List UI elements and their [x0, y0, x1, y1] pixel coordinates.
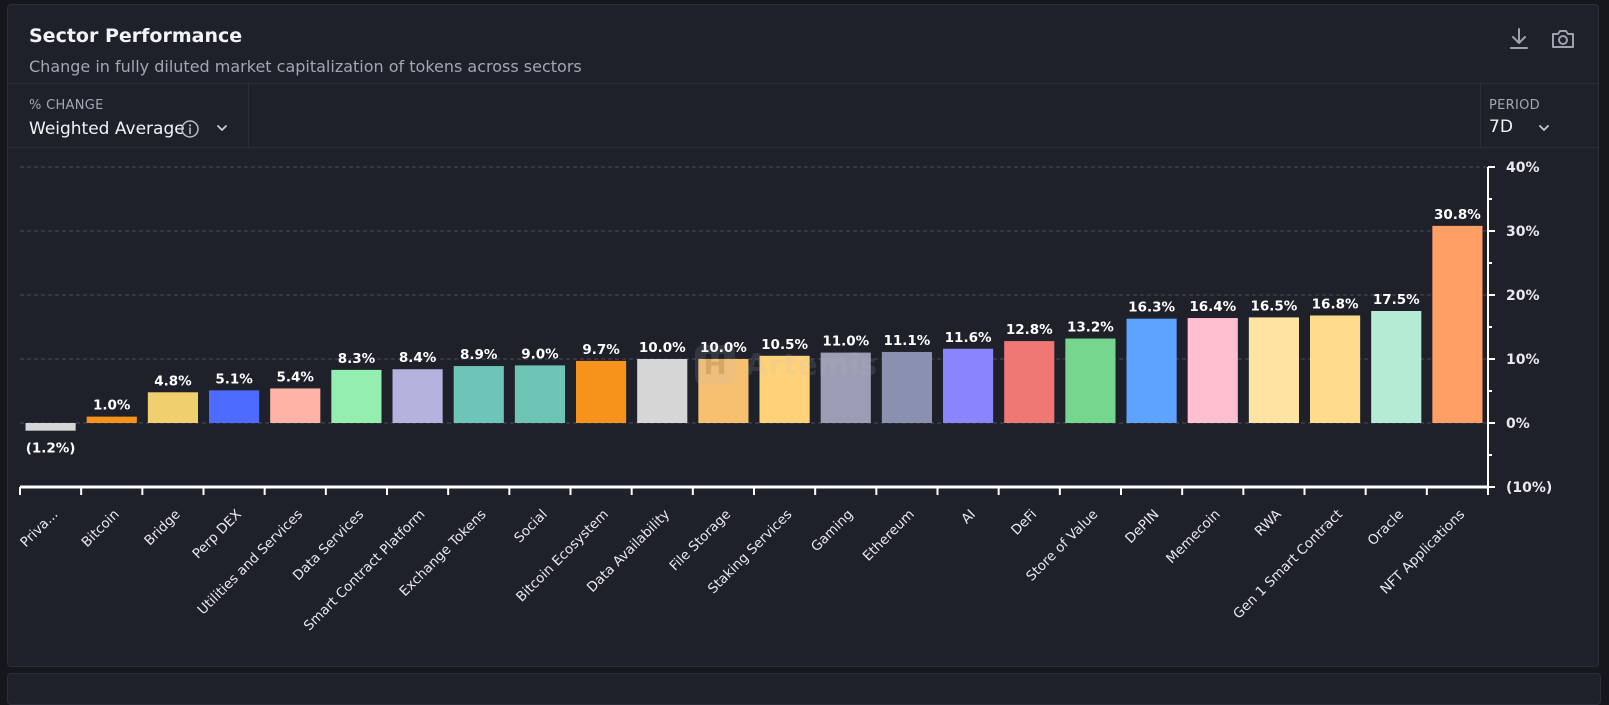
chevron-down-icon [1539, 125, 1549, 131]
period-value: 7D [1489, 117, 1513, 137]
x-tick-label: Bitcoin [79, 507, 123, 551]
bar [1126, 318, 1177, 423]
data-label: 10.0% [700, 340, 747, 356]
bar [1371, 311, 1422, 423]
bar [147, 392, 198, 423]
data-label: 11.0% [822, 334, 869, 350]
y-tick-label: (10%) [1506, 480, 1552, 496]
chevron-down-icon [217, 125, 227, 131]
data-label: 12.8% [1006, 322, 1053, 338]
y-tick-label: 0% [1506, 416, 1530, 432]
metric-value: Weighted Average [29, 119, 185, 139]
x-tick-label: Memecoin [1163, 507, 1223, 567]
bar [270, 388, 321, 423]
data-label: 4.8% [154, 373, 192, 389]
metric-label: % CHANGE [29, 98, 104, 113]
bar [759, 355, 810, 423]
data-label: 8.3% [338, 351, 376, 367]
next-card [7, 673, 1601, 705]
bar [209, 390, 260, 423]
data-label: 1.0% [93, 398, 131, 414]
period-dropdown[interactable]: PERIOD 7D [1480, 84, 1599, 147]
bar [1065, 338, 1116, 423]
data-label: 10.5% [761, 337, 808, 353]
data-label: 5.4% [277, 369, 315, 385]
metric-dropdown[interactable]: % CHANGE Weighted Average [8, 84, 249, 147]
y-tick-label: 40% [1506, 160, 1540, 176]
bar [943, 348, 994, 423]
bar [25, 423, 76, 431]
bar [1248, 317, 1299, 423]
data-label: 13.2% [1067, 320, 1114, 336]
data-label: 8.9% [460, 347, 498, 363]
y-tick-label: 10% [1506, 352, 1540, 368]
x-tick-label: Priva... [17, 507, 61, 551]
data-label: 30.8% [1434, 207, 1481, 223]
x-tick-label: Utilities and Services [195, 507, 307, 619]
bar [514, 365, 565, 423]
bar [698, 359, 749, 423]
bar [453, 366, 504, 423]
x-tick-label: RWA [1252, 506, 1286, 540]
info-icon[interactable] [180, 119, 200, 139]
data-label: 9.7% [582, 342, 620, 358]
x-tick-label: Smart Contract Platform [301, 507, 429, 635]
data-label: 16.3% [1128, 300, 1175, 316]
bar [881, 351, 932, 423]
x-tick-label: Gaming [808, 507, 857, 556]
download-icon [1510, 28, 1528, 49]
data-label: 8.4% [399, 350, 437, 366]
chart-controls: % CHANGE Weighted Average PERIOD 7D [8, 83, 1598, 148]
y-tick-label: 20% [1506, 288, 1540, 304]
bar [637, 359, 688, 423]
card-title: Sector Performance [29, 25, 243, 47]
bar [1432, 225, 1483, 423]
bar [392, 369, 443, 423]
x-tick-label: Bridge [141, 507, 183, 549]
period-label: PERIOD [1489, 98, 1540, 113]
data-label: 10.0% [639, 340, 686, 356]
camera-icon [1552, 30, 1574, 48]
download-button[interactable] [1505, 25, 1533, 53]
card-subtitle: Change in fully diluted market capitaliz… [29, 57, 582, 76]
x-tick-label: File Storage [667, 507, 735, 575]
data-label: 11.6% [945, 330, 992, 346]
x-tick-label: DePIN [1122, 507, 1162, 547]
x-tick-label: Perp DEX [189, 507, 245, 563]
x-tick-label: Oracle [1365, 507, 1407, 549]
bar [576, 360, 627, 423]
screenshot-button[interactable] [1549, 25, 1577, 53]
data-label: 16.8% [1312, 296, 1359, 312]
sector-bar-chart: 40% 30% 20% 10% 0% (10%) (1.2%) Priva... 1.0% Bit… [17, 160, 1552, 635]
y-tick-label: 30% [1506, 224, 1540, 240]
data-label: 16.4% [1189, 299, 1236, 315]
x-tick-label: DeFi [1008, 507, 1040, 539]
x-tick-label: Social [511, 507, 551, 547]
data-label: 16.5% [1250, 298, 1297, 314]
bar [1310, 315, 1361, 423]
data-label: 5.1% [215, 371, 253, 387]
bar [86, 416, 137, 423]
x-tick-label: Ethereum [860, 507, 918, 565]
bar [1004, 341, 1055, 423]
x-tick-label: Gen 1 Smart Contract [1230, 507, 1346, 623]
data-label: (1.2%) [26, 441, 76, 457]
data-label: 11.1% [883, 333, 930, 349]
x-tick-label: AI [958, 507, 979, 528]
bar [331, 369, 382, 423]
bar [1187, 318, 1238, 423]
data-label: 17.5% [1373, 292, 1420, 308]
bar [820, 352, 871, 423]
data-label: 9.0% [521, 346, 559, 362]
